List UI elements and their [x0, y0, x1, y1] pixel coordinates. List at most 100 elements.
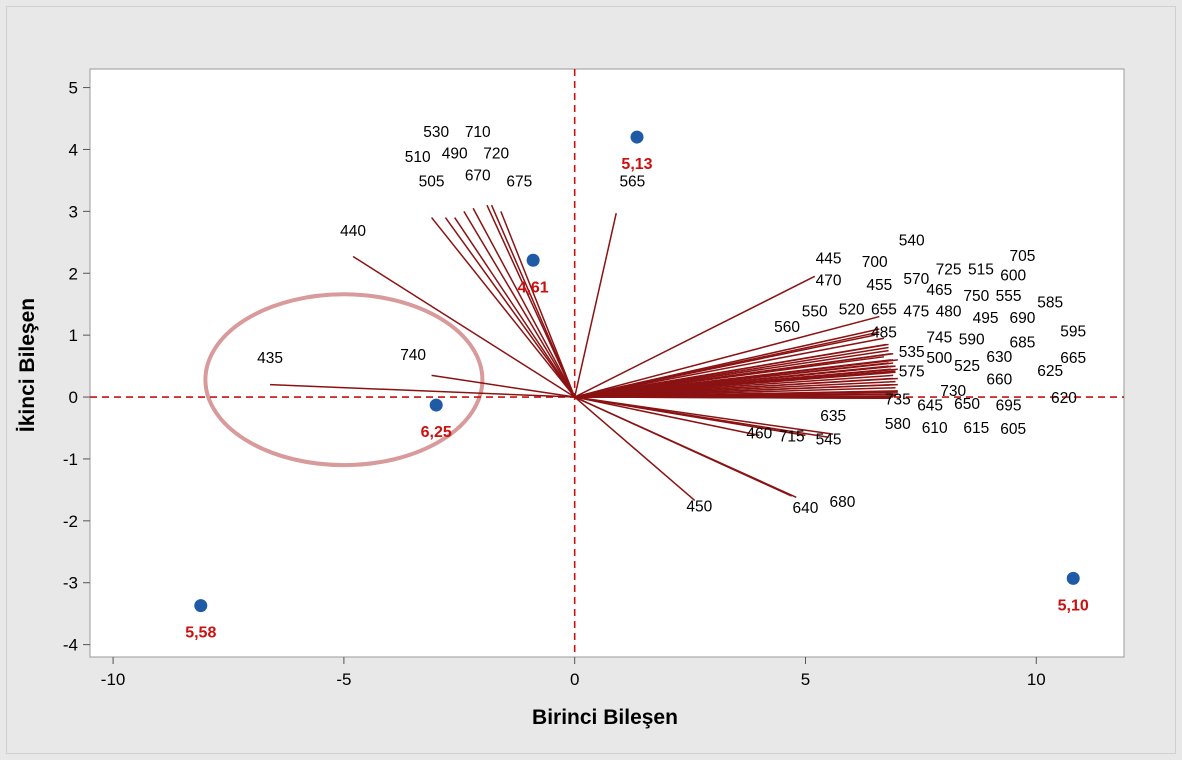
y-tick-label--3: -3	[63, 574, 78, 593]
loading-label-615: 615	[963, 420, 989, 437]
highlight-ellipse-layer	[203, 292, 485, 468]
score-label-4: 5,10	[1058, 597, 1089, 614]
loading-label-720: 720	[483, 146, 509, 163]
loading-label-650: 650	[954, 396, 980, 413]
loading-vector-545	[574, 396, 829, 439]
score-point-4	[1066, 571, 1080, 585]
loading-vector-670	[472, 207, 576, 398]
loading-vector-475	[574, 346, 889, 398]
score-point-0	[630, 130, 644, 144]
y-tick-label-3: 3	[69, 202, 78, 221]
loading-label-685: 685	[1010, 335, 1036, 352]
y-tick-label-1: 1	[69, 326, 78, 345]
loading-label-500: 500	[926, 350, 952, 367]
loading-label-710: 710	[465, 124, 491, 141]
loading-labels: 530 710 510 490 720 505 670 675 565 440 435 740 445 7…	[257, 124, 1086, 517]
loading-label-620: 620	[1051, 390, 1077, 407]
loading-vector-450	[574, 396, 696, 501]
loading-vectors	[269, 204, 898, 501]
loading-vector-720	[490, 204, 576, 398]
score-label-2: 6,25	[421, 424, 452, 441]
loading-label-705: 705	[1010, 248, 1036, 265]
loading-label-740: 740	[400, 347, 426, 364]
loading-label-625: 625	[1037, 363, 1063, 380]
loading-label-600: 600	[1000, 268, 1026, 285]
loading-label-580: 580	[885, 416, 911, 433]
y-tick-label-4: 4	[69, 140, 78, 159]
loading-label-520: 520	[839, 302, 865, 319]
loading-label-480: 480	[936, 304, 962, 321]
loading-vector-500	[574, 371, 891, 398]
loading-label-745: 745	[926, 330, 952, 347]
y-tick-label--1: -1	[63, 450, 78, 469]
x-tick-label-10: 10	[1027, 670, 1046, 689]
loading-label-630: 630	[986, 349, 1012, 366]
loading-label-470: 470	[816, 273, 842, 290]
y-tick-label--4: -4	[63, 636, 78, 655]
loading-vector-440	[352, 255, 576, 398]
y-axis-title: İkinci Bileşen	[16, 298, 39, 432]
x-axis-title: Birinci Bileşen	[532, 706, 678, 729]
loading-vector-530	[454, 217, 576, 398]
loading-vector-680	[574, 396, 797, 498]
y-tick-label--2: -2	[63, 512, 78, 531]
loading-label-635: 635	[820, 408, 846, 425]
loading-label-735: 735	[885, 391, 911, 408]
loading-vector-490	[463, 210, 576, 398]
loading-label-700: 700	[862, 254, 888, 271]
loading-label-560: 560	[774, 319, 800, 336]
loading-label-490: 490	[442, 146, 468, 163]
loading-label-670: 670	[465, 167, 491, 184]
loading-label-655: 655	[871, 302, 897, 319]
loading-label-565: 565	[619, 174, 645, 191]
loading-vector-445	[574, 275, 816, 398]
loading-vector-510	[444, 217, 576, 398]
loading-label-545: 545	[816, 432, 842, 449]
loading-label-550: 550	[802, 304, 828, 321]
loading-label-445: 445	[816, 250, 842, 267]
loading-label-525: 525	[954, 358, 980, 375]
loading-label-605: 605	[1000, 421, 1026, 438]
x-tick-label--5: -5	[336, 670, 351, 689]
loading-label-715: 715	[779, 429, 805, 446]
y-tick-label-2: 2	[69, 264, 78, 283]
loading-label-475: 475	[903, 304, 929, 321]
loading-label-725: 725	[936, 261, 962, 278]
loading-label-695: 695	[996, 398, 1022, 415]
loading-label-640: 640	[793, 500, 819, 517]
loading-vector-700	[574, 315, 880, 398]
loading-label-575: 575	[899, 364, 925, 381]
loading-label-495: 495	[973, 310, 999, 327]
loading-label-665: 665	[1060, 350, 1086, 367]
loading-label-460: 460	[746, 426, 772, 443]
loading-label-465: 465	[926, 282, 952, 299]
loading-vector-565	[573, 213, 617, 398]
loading-vector-485	[574, 356, 885, 398]
loading-label-595: 595	[1060, 323, 1086, 340]
loading-label-435: 435	[257, 350, 283, 367]
loading-vector-505	[431, 217, 576, 398]
outer-border	[6, 6, 1176, 754]
score-point-1	[526, 253, 540, 267]
loading-label-660: 660	[986, 372, 1012, 389]
loading-label-680: 680	[829, 494, 855, 511]
plot-area	[89, 68, 1125, 658]
x-tick-label-0: 0	[570, 670, 579, 689]
loading-vector-675	[500, 211, 576, 398]
score-point-2	[429, 398, 443, 412]
score-points: 5,13 4,61 6,25 5,58 5,10	[185, 130, 1089, 642]
x-tick-label--10: -10	[101, 670, 126, 689]
highlight-ellipse	[203, 292, 485, 468]
loading-vector-605	[574, 395, 894, 398]
score-label-0: 5,13	[621, 156, 652, 173]
loading-label-450: 450	[686, 499, 712, 516]
loading-label-440: 440	[340, 223, 366, 240]
loading-vector-535	[574, 365, 889, 398]
loading-label-675: 675	[506, 174, 532, 191]
loading-vector-460	[574, 396, 760, 437]
loading-label-515: 515	[968, 261, 994, 278]
loading-label-505: 505	[419, 174, 445, 191]
loading-label-535: 535	[899, 344, 925, 361]
loading-label-610: 610	[922, 420, 948, 437]
